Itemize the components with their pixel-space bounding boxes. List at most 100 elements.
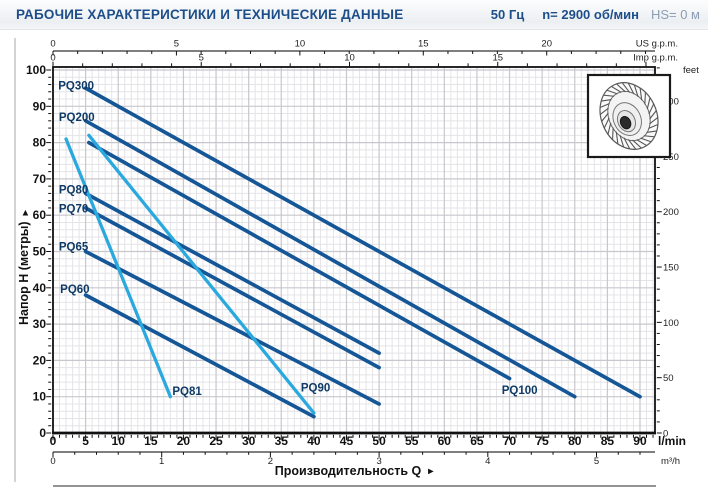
usgpm-tick-label: 0 (50, 39, 55, 50)
x-tick-label: 10 (112, 434, 126, 448)
x-tick-label: 80 (568, 434, 582, 448)
curve-PQ70 (83, 206, 381, 370)
m3h-tick-label: 3 (376, 456, 381, 467)
usgpm-tick-label: 15 (418, 39, 429, 50)
usgpm-tick-label: 5 (174, 39, 179, 50)
curve-label-PQ80: PQ80 (59, 184, 88, 196)
impeller-vane (616, 83, 626, 93)
x-tick-label: 50 (372, 434, 386, 448)
impeller-vane (621, 82, 631, 93)
feet-tick-label: 50 (663, 373, 674, 384)
feet-axis-unit: feet (683, 65, 699, 76)
impeller-vane (599, 107, 609, 115)
impeller-vane (619, 134, 625, 148)
curve-label-PQ70: PQ70 (59, 203, 88, 215)
impeller-vane (648, 103, 655, 115)
curve-label-PQ60: PQ60 (60, 284, 89, 296)
impgpm-tick-label: 5 (199, 53, 204, 64)
y-tick-label: 100 (26, 63, 46, 77)
x-tick-label: 5 (82, 434, 89, 448)
impgpm-axis-unit: Imp g.p.m. (633, 53, 678, 64)
impeller-vane (627, 139, 637, 150)
usgpm-axis-unit: US g.p.m. (636, 39, 678, 50)
y-tick-label: 70 (33, 172, 47, 186)
curve-labels: PQ300 PQ200 PQ100 PQ80 PQ70 PQ65 PQ60 PQ81 PQ90 (58, 81, 537, 399)
curve-label-PQ300: PQ300 (58, 81, 94, 93)
y-tick-label: 30 (33, 317, 47, 331)
impeller-vane (636, 139, 647, 147)
impeller-vane (644, 92, 646, 105)
impeller-vane (632, 139, 642, 149)
impeller-vane (639, 87, 643, 101)
x-tick-label: 20 (177, 434, 191, 448)
pump-curves (64, 86, 642, 419)
m3h-tick-label: 2 (268, 456, 273, 467)
impeller-vane (603, 94, 615, 97)
y-tick-label: 80 (33, 136, 47, 150)
y-tick-label: 0 (39, 426, 46, 440)
curve-label-PQ100: PQ100 (502, 385, 538, 397)
y-tick-label: 10 (33, 390, 47, 404)
impeller-vane (607, 122, 612, 135)
usgpm-tick-label: 10 (295, 39, 306, 50)
x-axis-title: Производительность Q ▸ (53, 464, 655, 478)
curve-PQ200 (83, 118, 577, 399)
y-tick-label: 90 (33, 99, 47, 113)
x-tick-label: 70 (503, 434, 517, 448)
feet-tick-label: 150 (663, 263, 679, 274)
frequency-value: 50 Гц (490, 7, 525, 22)
m3h-tick-label: 4 (485, 456, 490, 467)
x-tick-label: 60 (438, 434, 452, 448)
y-tick-label: 60 (33, 208, 47, 222)
page-title: РАБОЧИЕ ХАРАКТЕРИСТИКИ И ТЕХНИЧЕСКИЕ ДАН… (16, 7, 404, 22)
impeller-vane (649, 110, 657, 120)
y-axis-title-text: Напор H (метры) (17, 221, 31, 325)
feet-tick-label: 0 (663, 429, 668, 440)
y-tick-label: 20 (33, 353, 47, 367)
feet-tick-label: 100 (663, 318, 679, 329)
x-tick-label: 0 (50, 434, 57, 448)
impeller-image (586, 73, 672, 159)
curve-label-PQ65: PQ65 (59, 241, 89, 253)
curve-PQ60 (83, 293, 316, 419)
impgpm-tick-label: 0 (50, 53, 55, 64)
impgpm-tick-label: 15 (492, 53, 503, 64)
x-tick-label: 15 (144, 434, 158, 448)
m3h-tick-label: 5 (594, 456, 599, 467)
x-tick-label: 75 (535, 434, 549, 448)
m3h-axis-unit: m³/h (661, 456, 680, 467)
curve-label-PQ81: PQ81 (172, 386, 202, 398)
x-tick-label: 35 (275, 434, 289, 448)
curve-PQ100 (87, 140, 512, 381)
y-axis-title: Напор H (метры) ▸ (17, 210, 31, 325)
impeller-vane (640, 137, 652, 143)
impeller-vane (611, 85, 622, 93)
suction-head-value: HS= 0 м (650, 7, 700, 22)
curve-PQ90 (87, 133, 316, 415)
x-tick-label: 90 (633, 434, 647, 448)
speed-value: n= 2900 об/мин (542, 7, 639, 22)
x-tick-label: 30 (242, 434, 256, 448)
x-tick-label: 40 (307, 434, 321, 448)
impeller-vane (649, 117, 659, 125)
impeller-vane (603, 117, 610, 129)
x-axis-unit: l/min (658, 434, 686, 448)
y-tick-label: 50 (33, 245, 47, 259)
impeller-vane (612, 127, 614, 140)
feet-tick-label: 200 (663, 207, 679, 218)
impeller-vane (623, 137, 631, 150)
arrow-up-icon: ▸ (20, 210, 31, 216)
impeller-vane (615, 131, 619, 145)
x-tick-label: 25 (209, 434, 223, 448)
header-specs: 50 Гц n= 2900 об/мин HS= 0 м (491, 7, 700, 22)
impeller-vane (643, 135, 655, 138)
header: РАБОЧИЕ ХАРАКТЕРИСТИКИ И ТЕХНИЧЕСКИЕ ДАН… (0, 0, 708, 30)
impgpm-tick-label: 10 (344, 53, 355, 64)
x-axis-title-text: Производительность Q (274, 464, 422, 478)
y-tick-label: 40 (33, 281, 47, 295)
x-tick-label: 85 (601, 434, 615, 448)
x-tick-label: 55 (405, 434, 419, 448)
impeller-vane (601, 112, 609, 122)
curve-PQ300 (83, 86, 642, 399)
impeller-vane (633, 84, 639, 98)
